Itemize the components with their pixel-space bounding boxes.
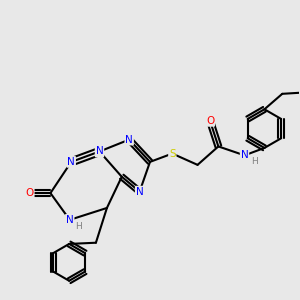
Text: N: N <box>136 187 143 196</box>
Text: O: O <box>26 188 34 198</box>
Text: N: N <box>125 135 133 145</box>
Text: S: S <box>169 148 175 159</box>
Text: N: N <box>66 215 74 225</box>
Text: N: N <box>68 157 75 167</box>
Text: N: N <box>241 150 248 160</box>
Text: H: H <box>251 157 258 166</box>
Text: O: O <box>206 116 214 126</box>
Text: H: H <box>75 222 81 231</box>
Text: N: N <box>96 146 103 157</box>
